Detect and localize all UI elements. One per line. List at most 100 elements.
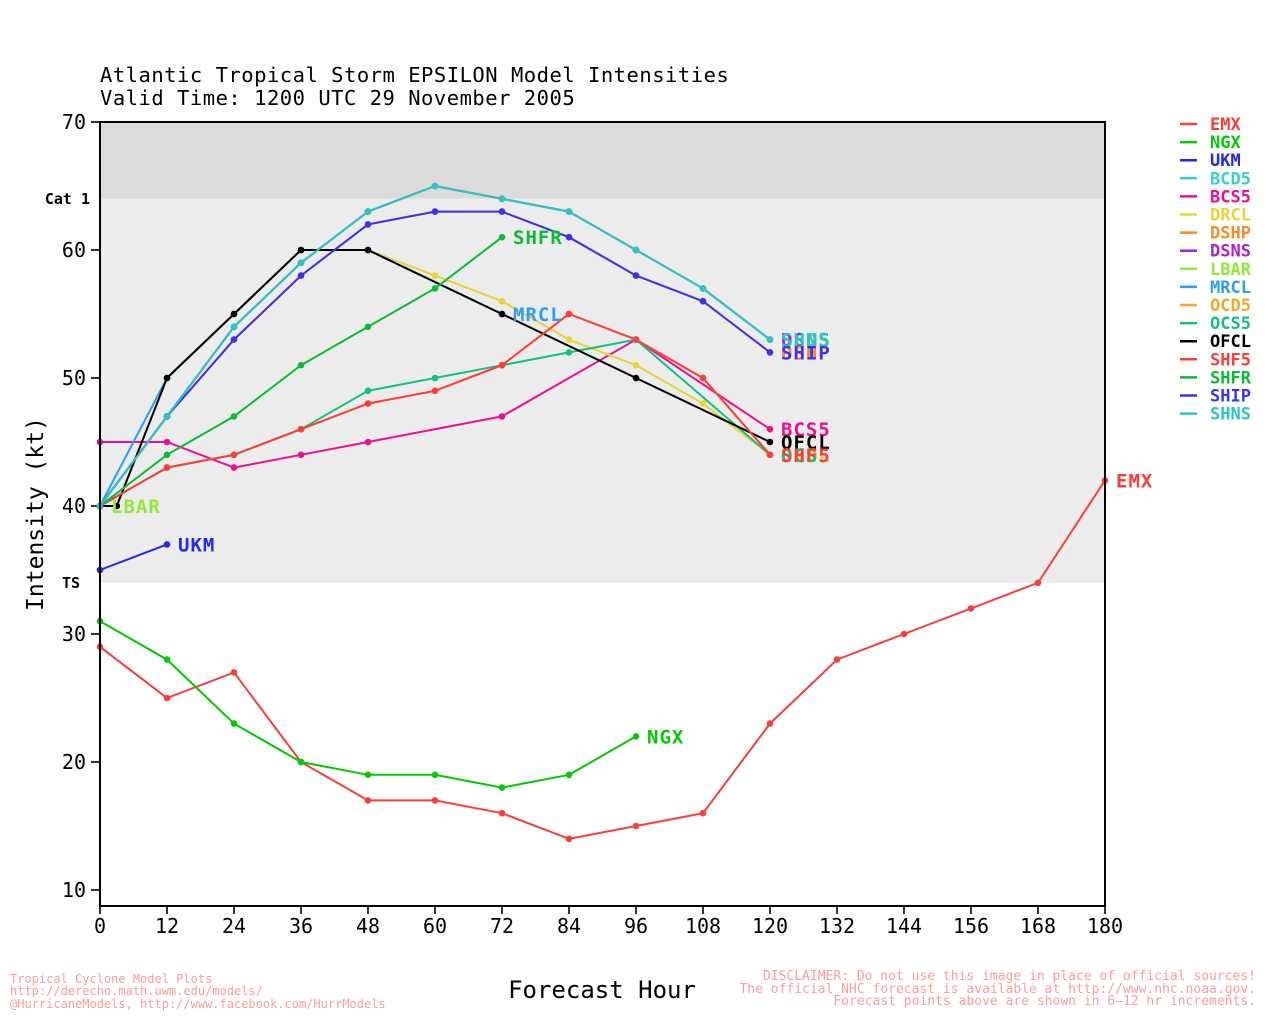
series-EMX-point xyxy=(364,797,372,804)
series-DRCL-point xyxy=(431,272,439,279)
series-SHF5-point xyxy=(163,464,171,471)
series-label-SHIP: SHIP xyxy=(781,342,831,364)
series-SHNS-point xyxy=(766,336,774,343)
series-label-DSHP: DSHP xyxy=(781,342,831,364)
series-OFCL-point xyxy=(498,310,506,318)
legend-label-BCD5: BCD5 xyxy=(1210,169,1251,189)
series-SHF5-point xyxy=(498,361,506,369)
series-label-DSNS: DSNS xyxy=(781,330,831,352)
series-SHF5-point xyxy=(565,310,573,318)
series-NGX-point xyxy=(632,733,640,740)
series-NGX-point xyxy=(230,720,238,727)
legend-label-BCS5: BCS5 xyxy=(1210,187,1251,207)
x-tick-label: 156 xyxy=(953,914,989,938)
series-EMX-point xyxy=(1034,579,1042,587)
series-NGX-point xyxy=(297,758,305,766)
credit-line-2: http://derecho.math.uwm.edu/models/ xyxy=(10,984,263,999)
footer-disclaimer: DISCLAIMER: Do not use this image in pla… xyxy=(739,970,1256,1009)
legend-label-OFCL: OFCL xyxy=(1210,332,1251,352)
series-OFCL-point xyxy=(113,502,121,510)
legend-label-NGX: NGX xyxy=(1210,133,1241,153)
series-BCS5-line xyxy=(100,338,771,469)
legend-label-SHF5: SHF5 xyxy=(1210,350,1251,370)
series-SHF5-point xyxy=(632,336,640,343)
series-SHNS-point xyxy=(498,195,506,203)
series-DRCL-point xyxy=(632,361,640,369)
legend-label-UKM: UKM xyxy=(1210,151,1241,171)
x-tick-label: 180 xyxy=(1087,914,1123,938)
series-NGX-line xyxy=(99,620,637,789)
legend-label-SHNS: SHNS xyxy=(1210,405,1251,425)
series-SHIP-point xyxy=(431,208,439,215)
series-label-EMX: EMX xyxy=(1116,470,1153,492)
series-EMX-point xyxy=(766,720,774,727)
disclaimer-line-2: The official NHC forecast is available a… xyxy=(739,981,1256,997)
y-tick-label: 60 xyxy=(62,238,86,262)
y-tick-label: 40 xyxy=(62,494,86,518)
series-label-NGX: NGX xyxy=(647,726,684,748)
cat1-band xyxy=(100,122,1105,199)
ts-label: TS xyxy=(62,574,80,592)
series-OCS5-point xyxy=(364,387,372,395)
series-OFCL-point xyxy=(364,246,372,254)
series-SHNS-point xyxy=(431,182,439,190)
series-SHNS-point xyxy=(632,246,640,254)
series-SHNS-point xyxy=(163,413,171,420)
series-label-OCS5: OCS5 xyxy=(781,445,831,467)
series-SHIP-point xyxy=(565,233,573,241)
series-EMX-point xyxy=(431,797,439,804)
y-tick-label: 70 xyxy=(62,110,86,134)
x-axis-title: Forecast Hour xyxy=(508,976,696,1004)
credit-line-3: @HurricaneModels, http://www.facebook.co… xyxy=(10,996,386,1011)
series-SHFR-point xyxy=(163,451,171,459)
series-SHIP-point xyxy=(766,349,774,356)
series-SHF5-point xyxy=(766,451,774,459)
x-tick-label: 24 xyxy=(222,914,246,938)
chart-valid-time: Valid Time: 1200 UTC 29 November 2005 xyxy=(100,86,576,110)
x-tick-label: 36 xyxy=(289,914,313,938)
series-EMX-point xyxy=(632,822,640,830)
series-EMX-point xyxy=(498,809,506,817)
series-DRCL-point xyxy=(565,336,573,343)
series-NGX-point xyxy=(498,784,506,791)
series-OFCL-point xyxy=(766,438,774,446)
series-OFCL-point xyxy=(297,246,305,254)
series-SHF5-point xyxy=(364,400,372,407)
x-tick-label: 108 xyxy=(685,914,721,938)
series-UKM-point xyxy=(163,541,171,548)
series-DRCL-point xyxy=(498,297,506,305)
legend-label-OCD5: OCD5 xyxy=(1210,296,1251,316)
x-tick-label: 60 xyxy=(423,914,447,938)
series-EMX-point xyxy=(967,605,975,612)
series-EMX-point xyxy=(230,669,238,676)
series-OFCL-point xyxy=(632,374,640,382)
series-SHNS-point xyxy=(699,285,707,292)
series-BCS5-point xyxy=(230,464,238,471)
series-label-OCD5: OCD5 xyxy=(781,445,831,467)
credit-line-1: Tropical Cyclone Model Plots xyxy=(10,972,213,986)
series-EMX-point xyxy=(163,694,171,702)
series-SHFR-point xyxy=(498,233,506,241)
series-SHF5-point xyxy=(230,451,238,459)
series-EMX-point xyxy=(565,835,573,843)
series-BCS5-point xyxy=(766,425,774,433)
series-SHF5-point xyxy=(431,387,439,395)
series-NGX-point xyxy=(364,771,372,779)
series-label-BCD5: BCD5 xyxy=(781,330,831,352)
legend-label-OCS5: OCS5 xyxy=(1210,314,1251,334)
series-SHF5-point xyxy=(699,374,707,382)
series-SHIP-point xyxy=(699,297,707,305)
series-SHFR-point xyxy=(431,285,439,292)
series-NGX-point xyxy=(163,656,171,663)
series-BCS5-point xyxy=(297,451,305,459)
series-SHF5-point xyxy=(297,425,305,433)
series-SHFR-point xyxy=(297,361,305,369)
x-tick-label: 144 xyxy=(886,914,922,938)
series-SHNS-point xyxy=(364,208,372,215)
series-EMX-point xyxy=(699,809,707,817)
series-DRCL-point xyxy=(699,400,707,407)
series-OFCL-point xyxy=(230,310,238,318)
chart-title: Atlantic Tropical Storm EPSILON Model In… xyxy=(100,63,730,87)
